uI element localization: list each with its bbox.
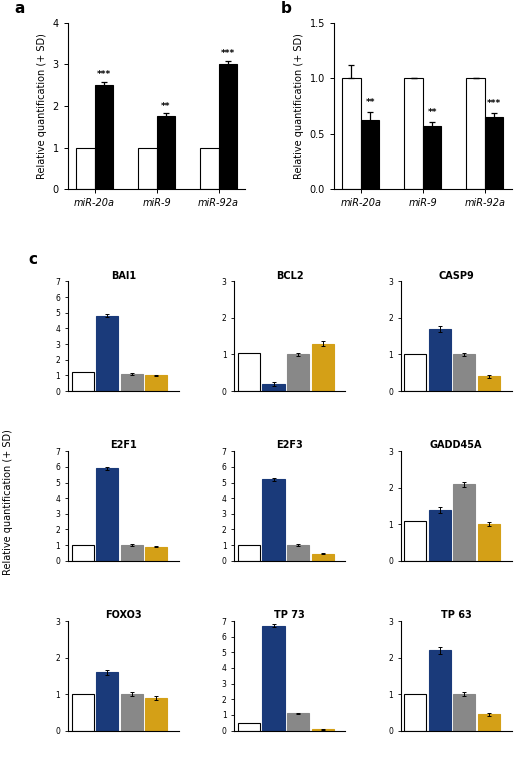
- Bar: [312, 343, 334, 391]
- Title: CASP9: CASP9: [438, 271, 474, 281]
- Y-axis label: Relative quantification (+ SD): Relative quantification (+ SD): [294, 33, 304, 179]
- Bar: [121, 694, 143, 731]
- Bar: [429, 650, 451, 731]
- Title: BAI1: BAI1: [111, 271, 136, 281]
- Title: GADD45A: GADD45A: [430, 441, 482, 451]
- Bar: [263, 384, 284, 391]
- Bar: [219, 65, 238, 189]
- Bar: [405, 355, 426, 391]
- Bar: [96, 469, 118, 561]
- Bar: [423, 126, 442, 189]
- Title: TP 63: TP 63: [441, 610, 471, 620]
- Bar: [454, 694, 476, 731]
- Title: E2F1: E2F1: [110, 441, 137, 451]
- Text: ***: ***: [221, 49, 235, 58]
- Text: **: **: [428, 108, 437, 117]
- Bar: [121, 374, 143, 391]
- Bar: [312, 730, 334, 731]
- Title: BCL2: BCL2: [276, 271, 303, 281]
- Bar: [76, 148, 94, 189]
- Bar: [96, 672, 118, 731]
- Bar: [429, 510, 451, 561]
- Text: **: **: [365, 98, 375, 107]
- Bar: [287, 355, 309, 391]
- Bar: [454, 484, 476, 561]
- Bar: [287, 545, 309, 561]
- Bar: [200, 148, 219, 189]
- Bar: [405, 694, 426, 731]
- Bar: [145, 698, 167, 731]
- Bar: [485, 117, 504, 189]
- Bar: [263, 479, 284, 561]
- Bar: [361, 120, 379, 189]
- Bar: [478, 377, 500, 391]
- Bar: [478, 714, 500, 731]
- Text: **: **: [161, 101, 171, 110]
- Bar: [238, 723, 260, 731]
- Bar: [72, 694, 93, 731]
- Bar: [478, 524, 500, 561]
- Bar: [145, 546, 167, 561]
- Text: c: c: [28, 251, 37, 266]
- Text: b: b: [281, 1, 292, 16]
- Text: a: a: [15, 1, 25, 16]
- Bar: [238, 352, 260, 391]
- Title: FOXO3: FOXO3: [105, 610, 141, 620]
- Bar: [405, 521, 426, 561]
- Bar: [121, 545, 143, 561]
- Bar: [72, 372, 93, 391]
- Bar: [287, 713, 309, 731]
- Text: Relative quantification (+ SD): Relative quantification (+ SD): [3, 429, 13, 575]
- Bar: [157, 116, 175, 189]
- Bar: [263, 626, 284, 731]
- Title: TP 73: TP 73: [275, 610, 305, 620]
- Y-axis label: Relative quantification (+ SD): Relative quantification (+ SD): [37, 33, 47, 179]
- Bar: [145, 375, 167, 391]
- Bar: [96, 316, 118, 391]
- Bar: [72, 545, 93, 561]
- Bar: [404, 78, 423, 189]
- Bar: [454, 355, 476, 391]
- Text: ***: ***: [97, 70, 111, 79]
- Bar: [312, 554, 334, 561]
- Bar: [138, 148, 157, 189]
- Bar: [238, 545, 260, 561]
- Text: ***: ***: [487, 99, 501, 108]
- Bar: [342, 78, 361, 189]
- Bar: [429, 329, 451, 391]
- Title: E2F3: E2F3: [276, 441, 303, 451]
- Bar: [466, 78, 485, 189]
- Bar: [94, 85, 113, 189]
